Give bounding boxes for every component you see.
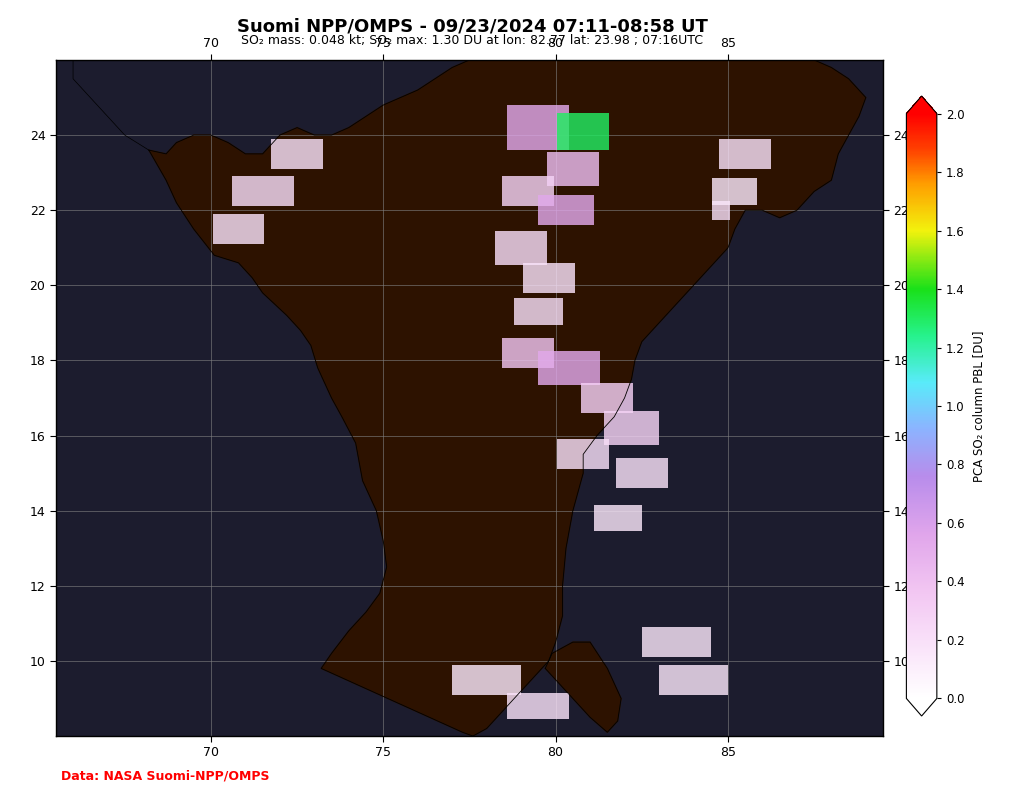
Text: SO₂ mass: 0.048 kt; SO₂ max: 1.30 DU at lon: 82.77 lat: 23.98 ; 07:16UTC: SO₂ mass: 0.048 kt; SO₂ max: 1.30 DU at …	[241, 34, 703, 47]
Bar	[213, 214, 264, 244]
PathPatch shape	[906, 96, 937, 114]
Bar	[713, 178, 757, 205]
Bar	[231, 177, 293, 206]
Bar	[557, 439, 609, 470]
Bar	[271, 139, 323, 169]
Bar	[508, 105, 569, 150]
Bar	[557, 113, 609, 150]
Bar	[508, 693, 569, 719]
Bar	[616, 458, 668, 488]
PathPatch shape	[906, 698, 937, 716]
Bar	[523, 263, 574, 293]
Bar	[538, 195, 594, 226]
Text: Suomi NPP/OMPS - 09/23/2024 07:11-08:58 UT: Suomi NPP/OMPS - 09/23/2024 07:11-08:58 …	[236, 18, 707, 35]
Polygon shape	[149, 42, 866, 736]
Bar	[713, 201, 730, 220]
Bar	[502, 177, 554, 206]
Bar	[720, 139, 771, 169]
Polygon shape	[545, 642, 621, 732]
Bar	[502, 338, 554, 368]
Bar	[495, 231, 547, 265]
Bar	[453, 665, 521, 694]
Y-axis label: PCA SO₂ column PBL [DU]: PCA SO₂ column PBL [DU]	[971, 330, 985, 482]
Bar	[515, 298, 562, 325]
Bar	[582, 383, 633, 413]
Text: Data: NASA Suomi-NPP/OMPS: Data: NASA Suomi-NPP/OMPS	[61, 770, 269, 782]
Bar	[594, 505, 641, 531]
Bar	[659, 665, 728, 694]
Bar	[641, 627, 710, 657]
Bar	[538, 351, 601, 385]
Bar	[547, 152, 599, 186]
Bar	[604, 411, 659, 445]
